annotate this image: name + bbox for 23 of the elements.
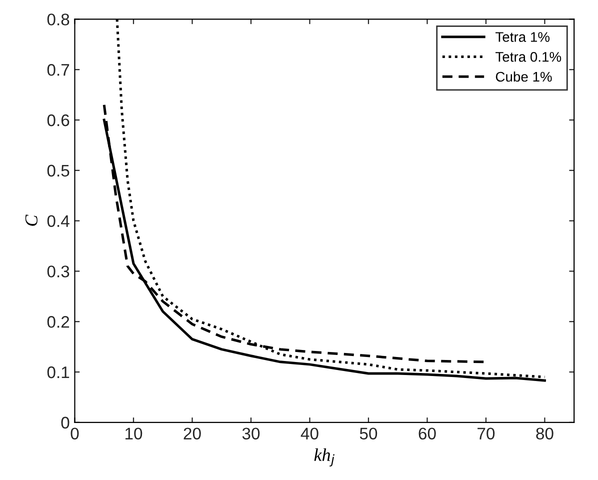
y-tick-label: 0.1 [47,366,70,378]
x-tick-label: 30 [242,428,260,440]
x-tick-label: 10 [125,428,142,440]
y-tick-label: 0.6 [47,114,70,126]
x-tick-label: 60 [418,428,436,440]
y-tick-label: 0.8 [47,14,70,26]
y-tick-label: 0.5 [47,164,70,177]
y-tick-label: 0.7 [47,64,70,76]
legend-label: Cube 1% [496,71,552,82]
x-tick-label: 70 [478,428,495,440]
legend-label: Tetra 0.1% [496,52,562,62]
x-tick-label: 0 [70,428,79,440]
x-tick-label: 40 [300,428,318,440]
y-tick-label: 0 [61,416,70,429]
y-axis-title: C [25,214,38,226]
y-tick-label: 0.3 [47,266,70,278]
y-tick-label: 0.4 [47,215,70,228]
x-tick-label: 50 [360,428,378,440]
x-tick-label: 20 [184,428,201,440]
y-tick-label: 0.2 [47,316,70,328]
legend-label: Tetra 1% [496,32,550,42]
x-tick-label: 80 [536,428,554,440]
x-axis-title: kh$_{j}$ [314,448,334,466]
